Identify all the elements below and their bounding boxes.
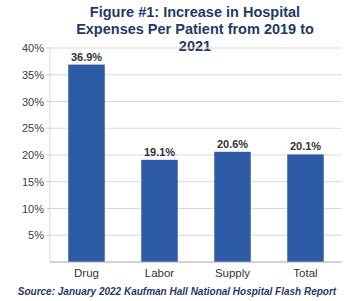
tick-label: 10% [22, 203, 44, 215]
bar [214, 152, 251, 262]
data-label: 36.9% [71, 51, 102, 63]
category-label: Total [293, 267, 317, 279]
x-axis-line [50, 262, 342, 263]
source: Source: January 2022 Kaufman Hall Nation… [18, 286, 337, 297]
category-label: Drug [74, 267, 99, 279]
category-label: Supply [215, 267, 250, 279]
tick-label: 5% [28, 229, 44, 241]
tick-label: 35% [22, 69, 44, 81]
data-label: 20.1% [290, 140, 321, 152]
tick-label: 40% [22, 42, 44, 54]
bars [68, 65, 324, 262]
bar [287, 154, 324, 262]
chart-svg: 5% 10% 15% 20% 25% 30% 35% 40% 36.9% 19.1% 20.6% 20… [0, 0, 354, 301]
grid-line [50, 48, 342, 49]
tick-label: 20% [22, 149, 44, 161]
y-axis-line [50, 48, 51, 262]
tick-label: 25% [22, 122, 44, 134]
category-label: Labor [145, 267, 175, 279]
title: Figure #1: Increase in Hospital Expenses… [60, 4, 330, 55]
bar [141, 160, 178, 262]
tick-label: 15% [22, 176, 44, 188]
chart-wrap: Figure #1: Increase in Hospital Expenses… [0, 0, 354, 301]
data-label: 19.1% [144, 146, 175, 158]
data-label: 20.6% [217, 138, 248, 150]
bar [68, 65, 105, 262]
tick-label: 30% [22, 96, 44, 108]
